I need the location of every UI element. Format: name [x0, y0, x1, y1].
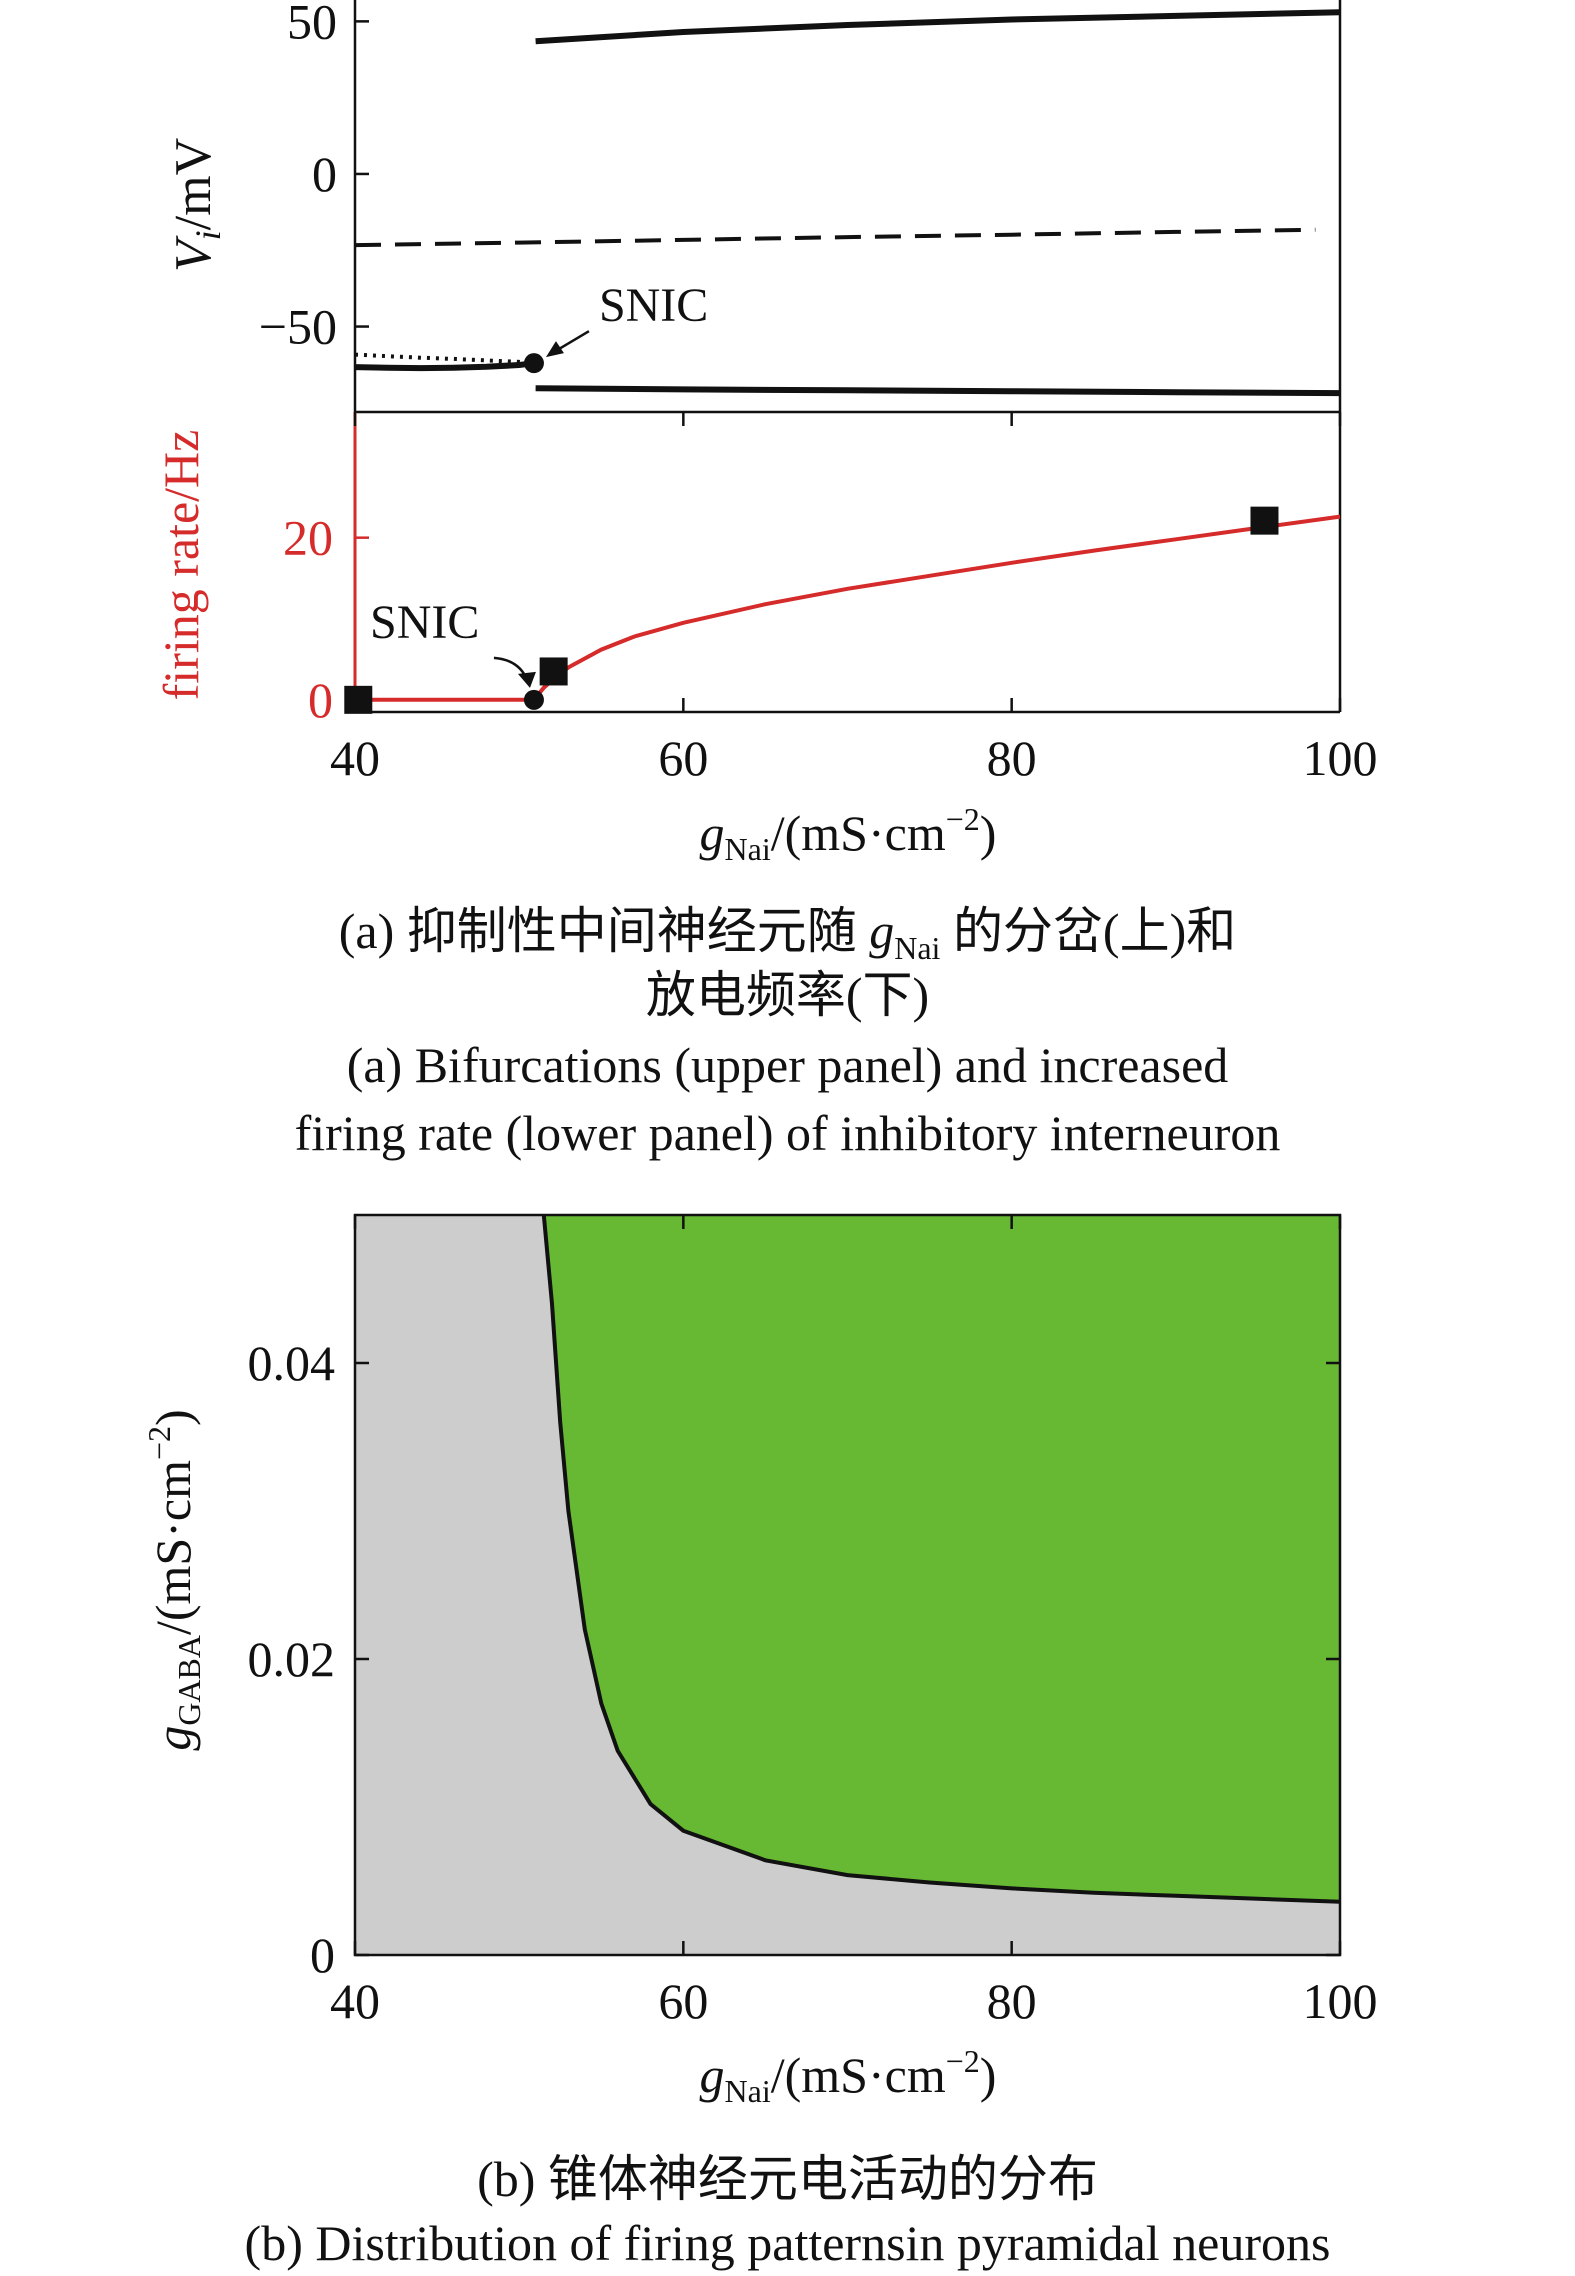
lower-y-tick-label: 0	[308, 672, 333, 728]
lower-y-axis-label: firing rate/Hz	[153, 430, 209, 701]
upper-y-tick-label: 50	[287, 0, 337, 49]
region-y-tick-label: 0	[310, 1927, 335, 1983]
upper-snic-label: SNIC	[599, 279, 708, 332]
upper-y-ticks: 50 0 −50	[259, 0, 369, 355]
upper-y-tick-label: 0	[312, 146, 337, 202]
upper-branch-dashed	[354, 227, 1316, 248]
region-y-tick-label: 0.04	[248, 1335, 336, 1391]
upper-snic-point	[523, 353, 544, 374]
region-map-plot: 40 60 80 100 0 0.02 0.04 gGABA/(mS·cm−2) gNai…	[141, 1213, 1378, 2109]
region-y-tick-label: 0.02	[248, 1631, 336, 1687]
upper-y-axis-label: Vi/mV	[165, 138, 228, 272]
caption-b-en: (b) Distribution of firing patternsin py…	[244, 2215, 1331, 2271]
lower-y-ticks: 0 20	[283, 510, 369, 728]
region-x-tick-label: 40	[330, 1973, 380, 2029]
upper-branch-solid	[354, 360, 535, 372]
lower-snic-point	[523, 689, 544, 710]
caption-a-cn-line2: 放电频率(下)	[645, 967, 930, 1023]
firing-rate-plot: 40 60 80 100 0 20 SNIC firing rate/Hz gNai/(…	[153, 410, 1378, 867]
caption-a-en-line1: (a) Bifurcations (upper panel) and incre…	[346, 1037, 1229, 1093]
boundary-curve	[541, 1214, 1341, 1904]
lower-snic-arrowhead	[517, 671, 536, 688]
caption-a-cn-line1: (a) 抑制性中间神经元随 gNai 的分岔(上)和	[338, 903, 1237, 966]
region-x-tick-label: 100	[1303, 1973, 1378, 2029]
firing-rate-curve	[355, 514, 1341, 702]
firing-rate-marker	[344, 685, 373, 714]
firing-rate-marker	[539, 657, 568, 686]
green-region	[543, 1215, 1340, 1902]
lower-x-tick-label: 80	[987, 730, 1037, 786]
upper-branches	[354, 9, 1341, 397]
lower-x-tick-label: 40	[330, 730, 380, 786]
lower-snic-label: SNIC	[370, 596, 479, 649]
region-map-frame	[353, 1213, 1342, 1957]
upper-y-tick-label: −50	[259, 299, 337, 355]
lower-x-tick-label: 60	[658, 730, 708, 786]
region-x-axis-label: gNai/(mS·cm−2)	[700, 2043, 997, 2109]
firing-rate-marker	[1250, 506, 1279, 535]
upper-snic-arrowhead	[545, 341, 564, 358]
caption-b-cn: (b) 锥体神经元电活动的分布	[477, 2151, 1098, 2207]
region-x-tick-label: 60	[658, 1973, 708, 2029]
bifurcation-plot: 50 0 −50 SNIC Vi/mV	[165, 0, 1342, 412]
lower-x-axis-label: gNai/(mS·cm−2)	[700, 801, 997, 867]
lower-y-tick-label: 20	[283, 510, 333, 566]
region-y-axis-label: gGABA/(mS·cm−2)	[141, 1409, 207, 1750]
lower-x-ticks: 40 60 80 100	[330, 412, 1378, 786]
upper-branch-solid	[535, 385, 1341, 397]
region-x-ticks: 40 60 80 100	[330, 1215, 1378, 2029]
caption-a-en-line2: firing rate (lower panel) of inhibitory …	[294, 1105, 1281, 1161]
lower-x-tick-label: 100	[1303, 730, 1378, 786]
upper-branch-solid	[535, 9, 1341, 45]
firing-rate-markers	[344, 506, 1279, 714]
region-y-ticks: 0 0.02 0.04	[248, 1335, 1340, 1983]
upper-branch-dotted	[354, 352, 535, 366]
region-x-tick-label: 80	[987, 1973, 1037, 2029]
